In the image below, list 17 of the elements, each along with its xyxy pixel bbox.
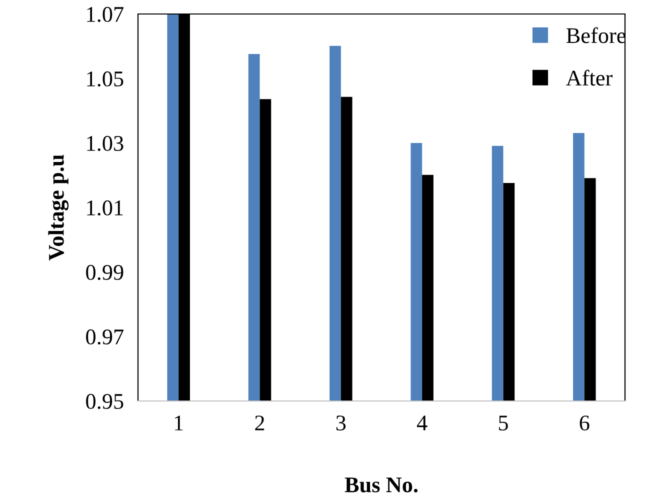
y-tick-label: 1.03 — [87, 136, 124, 152]
y-tick-label: 0.95 — [86, 394, 124, 410]
y-tick-label: 1.05 — [87, 71, 124, 87]
x-tick-label: 1 — [174, 416, 183, 430]
y-axis-title: Voltage p.u — [48, 154, 69, 261]
legend-label: After — [566, 70, 613, 86]
legend-label: Before — [566, 27, 626, 44]
x-tick-label: 2 — [255, 416, 264, 430]
y-tick-label: 0.99 — [86, 264, 124, 280]
x-tick-label: 6 — [580, 416, 590, 431]
y-tick-label: 1.01 — [87, 200, 123, 216]
x-axis-title: Bus No. — [344, 478, 418, 492]
x-tick-label: 5 — [498, 416, 508, 431]
y-tick-label: 0.97 — [86, 329, 124, 345]
y-tick-label: 1.07 — [87, 6, 124, 22]
x-tick-label: 4 — [416, 416, 428, 430]
x-tick-label: 3 — [336, 416, 346, 431]
